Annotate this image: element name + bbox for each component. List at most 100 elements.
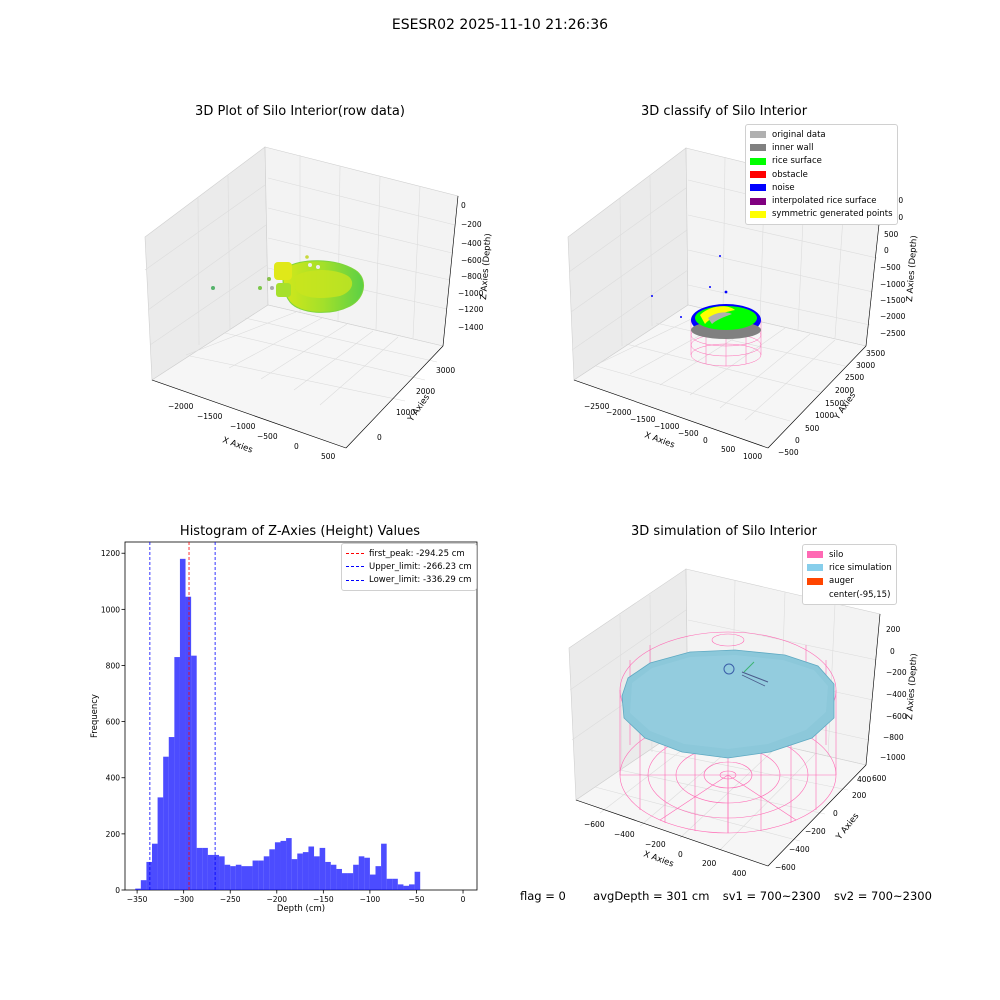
simulation-y-label: Y Axies bbox=[834, 811, 862, 843]
svg-text:−500: −500 bbox=[880, 263, 901, 272]
histogram-bar bbox=[202, 847, 208, 890]
y-tick-label: 800 bbox=[106, 661, 121, 670]
histogram-y-label: Frequency bbox=[90, 694, 100, 738]
histogram-bar bbox=[347, 873, 354, 890]
histogram-bar bbox=[246, 866, 253, 890]
histogram-bar bbox=[219, 856, 225, 890]
histogram-bar bbox=[230, 866, 236, 890]
histogram-bar bbox=[241, 866, 247, 890]
legend-item-center: center(-95,15) bbox=[807, 588, 892, 601]
histogram-bar bbox=[414, 871, 421, 890]
svg-text:−500: −500 bbox=[678, 429, 699, 438]
x-tick-label: −50 bbox=[409, 895, 425, 904]
legend-item-original-data: original data bbox=[750, 128, 893, 141]
y-tick-label: 400 bbox=[106, 774, 121, 783]
histogram-bar bbox=[386, 878, 393, 890]
histogram-bar bbox=[291, 859, 298, 890]
histogram-bar bbox=[252, 860, 259, 890]
x-tick-label: −100 bbox=[360, 895, 381, 904]
legend-item-rice-simulation: rice simulation bbox=[807, 561, 892, 574]
legend-item-inner-wall: inner wall bbox=[750, 141, 893, 154]
svg-text:2000: 2000 bbox=[416, 387, 435, 396]
histogram-bar bbox=[375, 866, 382, 890]
histogram-bar bbox=[263, 856, 270, 890]
histogram-bar bbox=[191, 655, 197, 890]
histogram-x-label: Depth (cm) bbox=[277, 904, 325, 914]
svg-text:500: 500 bbox=[721, 445, 736, 454]
simulation-z-ticks: 200 0 −200 −400 −600 −800 −1000 bbox=[880, 625, 907, 762]
svg-text:−1500: −1500 bbox=[197, 412, 223, 421]
svg-text:500: 500 bbox=[321, 452, 336, 461]
histogram-bar bbox=[235, 864, 242, 890]
svg-text:−600: −600 bbox=[775, 863, 796, 872]
svg-text:−400: −400 bbox=[461, 239, 482, 248]
histogram-bar bbox=[196, 847, 203, 890]
svg-text:0: 0 bbox=[795, 436, 800, 445]
simulation-x-label: X Axies bbox=[642, 849, 675, 869]
svg-text:−2500: −2500 bbox=[880, 329, 906, 338]
svg-text:−1000: −1000 bbox=[880, 753, 906, 762]
svg-text:−200: −200 bbox=[886, 668, 907, 677]
svg-text:−1000: −1000 bbox=[880, 280, 906, 289]
histogram-bar bbox=[403, 885, 410, 890]
histogram-bar bbox=[168, 737, 175, 890]
histogram-bar bbox=[213, 854, 220, 890]
histogram-bar bbox=[381, 843, 387, 890]
x-tick-label: −250 bbox=[220, 895, 241, 904]
y-tick-label: 200 bbox=[106, 830, 121, 839]
svg-text:0: 0 bbox=[833, 809, 838, 818]
svg-text:1000: 1000 bbox=[815, 411, 834, 420]
legend-item-lower-limit: Lower_limit: -336.29 cm bbox=[346, 574, 472, 587]
simulation-3d-axes: −600 −400 −200 0 200 400 −600 −400 −200 … bbox=[568, 568, 920, 878]
svg-text:400: 400 bbox=[732, 869, 747, 878]
svg-text:0: 0 bbox=[678, 850, 683, 859]
flag-text: flag = 0 bbox=[520, 889, 566, 903]
classify-x-label: X Axies bbox=[643, 430, 676, 450]
legend-item-noise: noise bbox=[750, 181, 893, 194]
status-line: flag = 0 avgDepth = 301 cm sv1 = 700~230… bbox=[520, 889, 932, 903]
svg-text:400: 400 bbox=[857, 775, 872, 784]
raw-x-label: X Axies bbox=[221, 435, 254, 455]
legend-item-silo: silo bbox=[807, 548, 892, 561]
raw-plot-title: 3D Plot of Silo Interior(row data) bbox=[195, 104, 405, 119]
svg-text:1500: 1500 bbox=[825, 399, 844, 408]
histogram-chart: −350 −300 −250 −200 −150 −100 −50 0 0 200 400 600 8… bbox=[90, 541, 478, 914]
histogram-bar bbox=[336, 868, 342, 890]
svg-text:200: 200 bbox=[852, 791, 867, 800]
histogram-bar bbox=[286, 838, 292, 890]
svg-text:−200: −200 bbox=[805, 827, 826, 836]
svg-text:−200: −200 bbox=[461, 220, 482, 229]
y-tick-label: 600 bbox=[106, 718, 121, 727]
svg-text:0: 0 bbox=[294, 442, 299, 451]
legend-item-obstacle: obstacle bbox=[750, 168, 893, 181]
svg-text:0: 0 bbox=[703, 436, 708, 445]
svg-text:3000: 3000 bbox=[856, 361, 875, 370]
histogram-bar bbox=[174, 657, 180, 890]
histogram-bar bbox=[269, 849, 275, 890]
classify-point-cloud bbox=[651, 255, 761, 339]
svg-text:200: 200 bbox=[886, 625, 901, 634]
svg-text:−2500: −2500 bbox=[584, 402, 610, 411]
simulation-z-label: Z Axies (Depth) bbox=[905, 653, 920, 720]
legend-item-first-peak: first_peak: -294.25 cm bbox=[346, 547, 472, 560]
classify-y-ticks: −500 0 500 1000 1500 2000 2500 3000 3500 bbox=[778, 349, 885, 457]
classify-x-ticks: −2500 −2000 −1500 −1000 −500 0 500 1000 bbox=[584, 402, 762, 461]
histogram-bar bbox=[353, 864, 359, 890]
svg-text:−1400: −1400 bbox=[458, 323, 484, 332]
histogram-bar bbox=[258, 860, 264, 890]
raw-3d-axes: −2000 −1500 −1000 −500 0 500 0 1000 2000… bbox=[144, 146, 494, 461]
svg-text:−800: −800 bbox=[461, 272, 482, 281]
raw-y-ticks: 0 1000 2000 3000 bbox=[377, 366, 455, 442]
svg-text:500: 500 bbox=[805, 424, 820, 433]
x-tick-label: −300 bbox=[173, 895, 194, 904]
sv2-text: sv2 = 700~2300 bbox=[833, 889, 932, 903]
histogram-bar bbox=[302, 852, 309, 890]
legend-item-rice-surface: rice surface bbox=[750, 155, 893, 168]
x-tick-label: −350 bbox=[127, 895, 148, 904]
svg-text:−1500: −1500 bbox=[630, 415, 656, 424]
svg-text:600: 600 bbox=[872, 774, 887, 783]
histogram-y-ticks: 0 200 400 600 800 1000 1200 bbox=[101, 549, 125, 895]
histogram-bar bbox=[157, 797, 164, 890]
simulation-plot-title: 3D simulation of Silo Interior bbox=[631, 524, 817, 539]
y-tick-label: 1200 bbox=[101, 549, 120, 558]
